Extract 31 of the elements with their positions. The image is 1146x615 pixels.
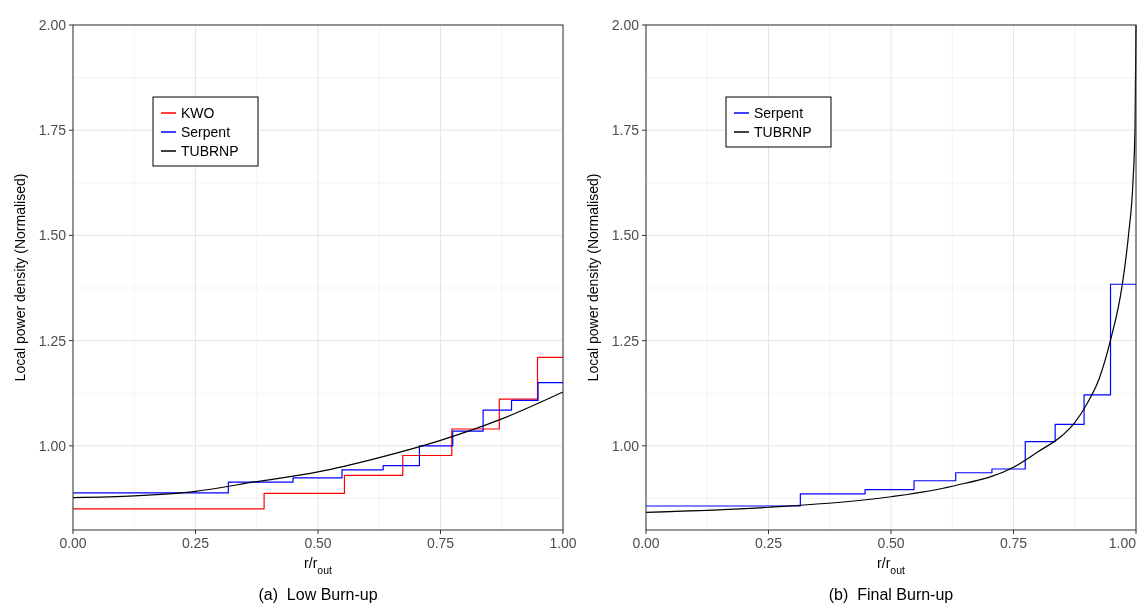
x-tick-label: 0.25 — [754, 535, 783, 551]
text: (a) Low Burn-up — [258, 586, 378, 603]
legend-label: TUBRNP — [754, 124, 812, 140]
y-tick-label: 1.00 — [38, 437, 67, 454]
y-tick-label: 1.75 — [611, 122, 640, 139]
legend-label: KWO — [181, 105, 215, 121]
x-tick-label: 0.00 — [59, 535, 87, 551]
x-tick-label: 0.75 — [426, 535, 455, 551]
y-tick-label: 1.50 — [38, 227, 67, 244]
y-tick-label: 1.75 — [38, 122, 67, 139]
y-tick-label: 1.25 — [38, 332, 67, 349]
y-axis-title: Local power density (Normalised) — [12, 173, 28, 382]
text: (b) Final Burn-up — [828, 586, 954, 603]
x-tick-label: 0.25 — [181, 535, 210, 551]
x-axis-title: r/r$_{out}$ — [877, 555, 905, 576]
x-tick-label: 0.00 — [632, 535, 660, 551]
x-tick-label: 1.00 — [549, 535, 577, 551]
y-tick-label: 1.25 — [611, 332, 640, 349]
y-tick-label: 1.50 — [611, 227, 640, 244]
y-tick-label: 2.00 — [38, 17, 67, 33]
y-tick-label: 2.00 — [611, 17, 640, 33]
x-tick-label: 0.75 — [999, 535, 1028, 551]
y-tick-label: 1.00 — [611, 437, 640, 454]
x-tick-label: 1.00 — [1108, 535, 1137, 551]
x-axis-title: r/r$_{out}$ — [304, 555, 332, 576]
legend-label: Serpent — [754, 105, 804, 121]
legend-label: TUBRNP — [181, 143, 239, 159]
x-tick-label: 0.50 — [304, 535, 332, 551]
y-axis-title: Local power density (Normalised) — [585, 173, 601, 382]
x-tick-label: 0.50 — [877, 535, 905, 551]
legend-label: Serpent — [181, 124, 231, 140]
